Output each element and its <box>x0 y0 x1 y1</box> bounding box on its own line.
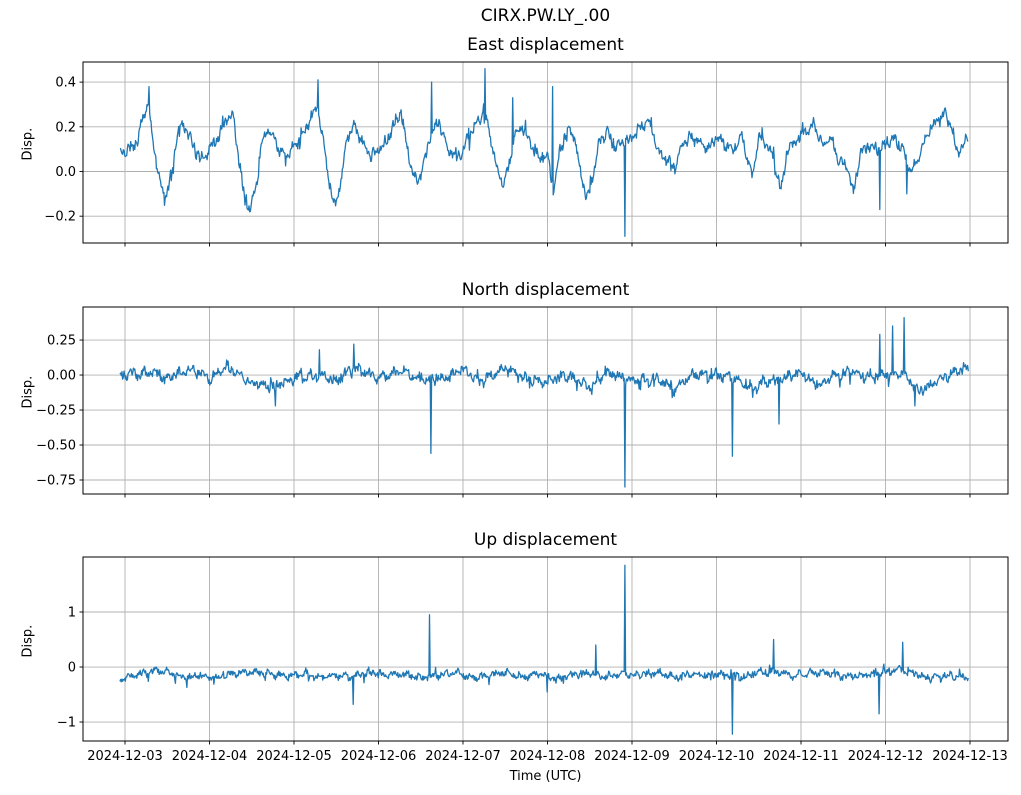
x-tick-label: 2024-12-03 <box>87 749 163 764</box>
axes-frame <box>82 61 1009 244</box>
x-tick-label: 2024-12-06 <box>341 749 417 764</box>
y-tick-label: 1 <box>68 606 76 621</box>
y-tick-label: −0.75 <box>36 474 76 489</box>
up-series-line <box>119 564 969 735</box>
east-series-line <box>119 68 969 237</box>
y-tick-label: 0.4 <box>55 76 76 91</box>
north-series-line <box>119 316 969 488</box>
x-tick-label: 2024-12-12 <box>848 749 924 764</box>
axes-frame <box>82 556 1009 742</box>
x-tick-label: 2024-12-13 <box>932 749 1008 764</box>
x-tick-label: 2024-12-11 <box>763 749 839 764</box>
x-tick-label: 2024-12-08 <box>510 749 586 764</box>
y-tick-label: −1 <box>57 716 76 731</box>
y-tick-label: 0.0 <box>55 165 76 180</box>
x-tick-label: 2024-12-10 <box>679 749 755 764</box>
y-tick-label: −0.2 <box>44 210 76 225</box>
x-tick-label: 2024-12-04 <box>172 749 248 764</box>
north-plot-title: North displacement <box>461 280 630 300</box>
y-tick-label: −0.50 <box>36 439 76 454</box>
up-plot-title: Up displacement <box>473 530 618 550</box>
east-plot-title: East displacement <box>467 35 624 55</box>
axes-frame <box>82 306 1009 495</box>
figure-suptitle: CIRX.PW.LY_.00 <box>480 6 611 26</box>
x-tick-label: 2024-12-09 <box>594 749 670 764</box>
y-tick-label: 0.00 <box>47 369 76 384</box>
y-tick-label: 0.25 <box>47 334 76 349</box>
x-axis-label: Time (UTC) <box>509 769 582 784</box>
y-tick-label: 0.2 <box>55 120 76 135</box>
x-tick-label: 2024-12-05 <box>256 749 332 764</box>
y-tick-label: −0.25 <box>36 404 76 419</box>
x-tick-label: 2024-12-07 <box>425 749 501 764</box>
y-tick-label: 0 <box>68 661 76 676</box>
